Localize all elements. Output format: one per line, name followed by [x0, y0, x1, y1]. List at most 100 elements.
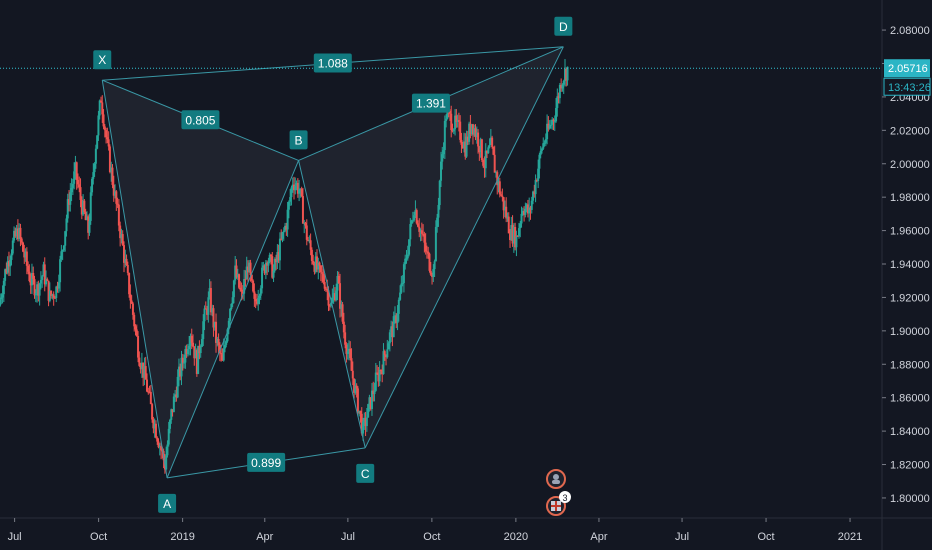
candle-body — [517, 228, 520, 237]
candle-body — [120, 234, 123, 239]
candle-body — [362, 421, 365, 434]
current-price-label: 2.05716 — [888, 63, 928, 75]
leg-cd[interactable] — [364, 46, 564, 449]
pattern-point-B[interactable]: B — [289, 130, 308, 150]
candle-body — [229, 308, 232, 321]
candle-body — [372, 390, 375, 395]
candle-body — [55, 286, 58, 299]
leg-bc[interactable] — [298, 160, 366, 448]
pattern-triangle-bcd — [298, 46, 564, 448]
candle-body — [441, 154, 444, 162]
candle-body — [474, 128, 477, 138]
candle-body — [340, 304, 343, 309]
candle-body — [277, 252, 280, 261]
time-axis[interactable]: Jul Oct 2019 Apr Jul Oct 2020 Apr Jul Oct 2021 — [8, 518, 863, 543]
candle-body — [480, 139, 483, 161]
candle-body — [424, 242, 427, 252]
candle-body — [433, 261, 436, 270]
candle-body — [22, 242, 25, 252]
candle-body — [326, 288, 329, 291]
candle-body — [102, 114, 105, 127]
leg-ab[interactable] — [166, 160, 300, 479]
event-count-badge[interactable]: 3 — [559, 491, 571, 503]
candle-body — [24, 251, 27, 258]
candle-body — [461, 144, 464, 149]
candle-body — [75, 162, 78, 180]
earnings-event-icon[interactable] — [546, 469, 566, 489]
candle-body — [46, 279, 49, 281]
candle-body — [477, 132, 480, 147]
x-tick-label: Jul — [8, 531, 22, 543]
event-markers[interactable]: 3 — [546, 469, 571, 516]
candle-body — [188, 345, 191, 350]
candle-body — [106, 137, 109, 140]
candle-body — [41, 276, 44, 280]
candle-body — [475, 132, 478, 138]
candle-body — [59, 259, 62, 283]
candle-body — [317, 262, 320, 270]
candle-body — [528, 207, 531, 214]
candle-body — [549, 124, 552, 126]
candle-body — [324, 288, 327, 290]
ratio-label-1.391[interactable]: 1.391 — [411, 93, 450, 113]
candle-body — [360, 413, 363, 434]
candle-body — [319, 265, 322, 273]
candle-body — [492, 147, 495, 155]
candle-body — [432, 269, 435, 277]
ratio-label-0.805[interactable]: 0.805 — [181, 110, 220, 130]
candle-body — [243, 279, 246, 294]
candle-body — [11, 240, 14, 254]
candle-body — [139, 365, 142, 370]
y-tick-label: 1.90000 — [890, 326, 930, 338]
price-axis[interactable]: 2.080002.060002.040002.020002.000001.980… — [882, 25, 930, 505]
candle-body — [436, 217, 439, 227]
event-count-label: 3 — [562, 493, 567, 503]
candle-body — [342, 321, 345, 333]
candle-body — [405, 258, 408, 260]
pattern-point-D[interactable]: D — [554, 16, 573, 36]
candle-body — [566, 66, 569, 81]
candle-body — [149, 392, 152, 405]
candle-body — [0, 297, 3, 300]
candle-body — [451, 130, 454, 132]
y-tick-label: 1.88000 — [890, 359, 930, 371]
pattern-point-C[interactable]: C — [356, 463, 375, 483]
candle-body — [377, 372, 380, 382]
candle-body — [28, 271, 31, 281]
candle-body — [448, 110, 451, 114]
candle-body — [258, 295, 261, 299]
pattern-point-A[interactable]: A — [158, 493, 177, 513]
candle-body — [269, 254, 272, 257]
candle-body — [166, 444, 169, 456]
candle-body — [399, 292, 402, 300]
news-flag-icon[interactable] — [546, 496, 566, 516]
candle-body — [327, 290, 330, 306]
candle-body — [519, 223, 522, 229]
candle-body — [94, 148, 97, 164]
candle-body — [382, 351, 385, 375]
candle-body — [488, 144, 491, 148]
candle-body — [14, 230, 17, 237]
candle-body — [99, 100, 102, 103]
candle-body — [391, 326, 394, 338]
candle-body — [263, 265, 266, 274]
candle-body — [565, 68, 568, 81]
candle-body — [257, 298, 260, 304]
leg-xa[interactable] — [101, 80, 168, 478]
ratio-label-0.899[interactable]: 0.899 — [247, 452, 286, 472]
candle-body — [452, 129, 455, 132]
pattern-point-X[interactable]: X — [93, 50, 112, 70]
candle-body — [422, 233, 425, 235]
candle-body — [410, 220, 413, 225]
ratio-label-1.088[interactable]: 1.088 — [313, 53, 352, 73]
candle-body — [217, 338, 220, 346]
candle-body — [146, 379, 148, 392]
candle-body — [209, 288, 212, 313]
candle-body — [419, 230, 422, 232]
candle-body — [198, 345, 201, 354]
candle-body — [0, 299, 1, 306]
candle-body — [101, 102, 104, 115]
candle-body — [493, 154, 496, 173]
candle-body — [498, 181, 501, 195]
